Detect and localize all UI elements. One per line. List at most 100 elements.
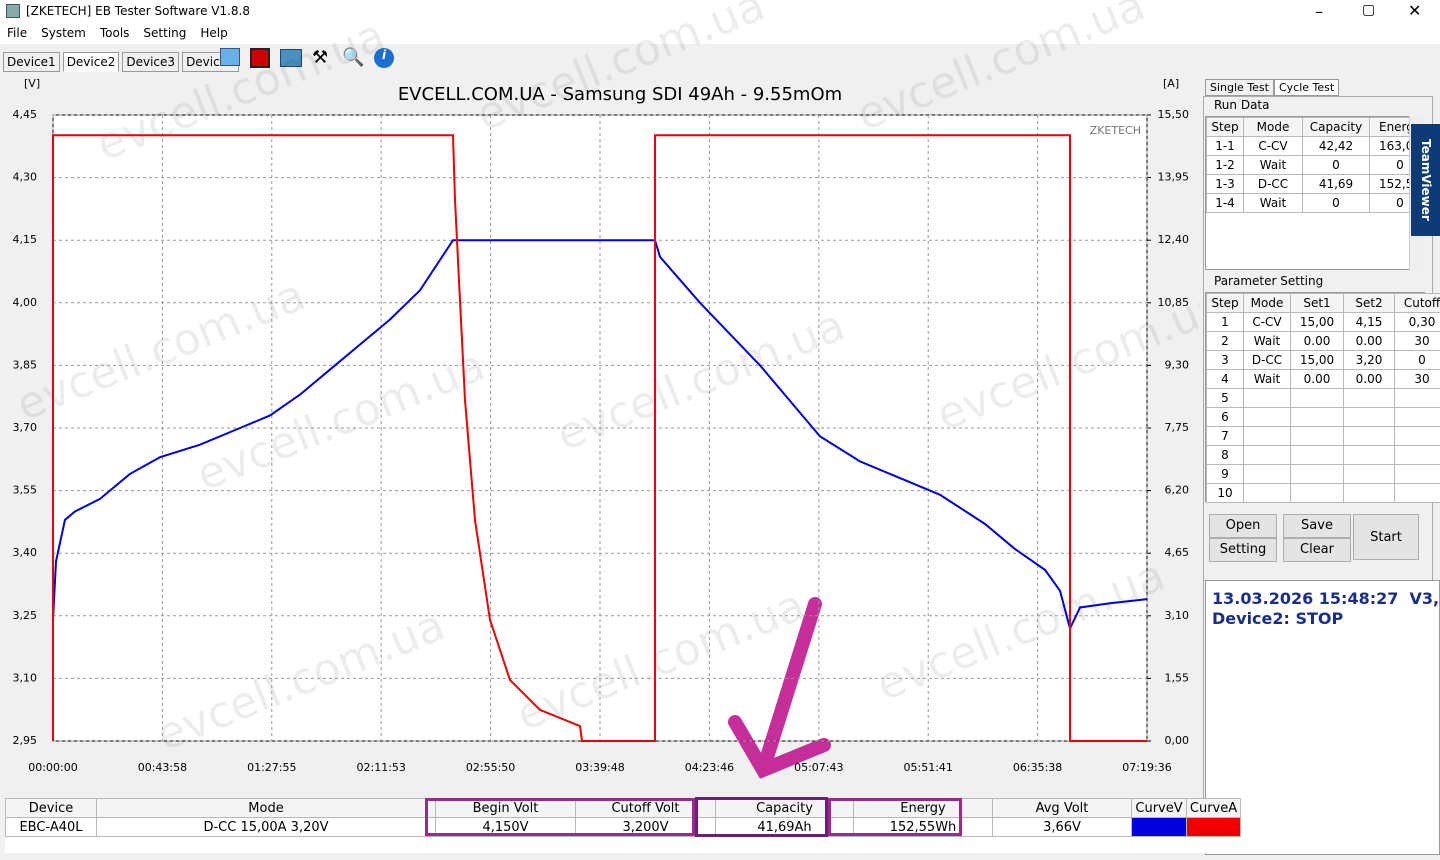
cell — [1343, 445, 1395, 465]
cell: 8 — [1206, 445, 1244, 465]
cell: 3 — [1206, 350, 1244, 370]
x-tick-label: 03:39:48 — [575, 761, 624, 774]
header-cell: Capacity — [715, 798, 854, 818]
series-line — [52, 134, 1147, 742]
cell — [1394, 426, 1440, 446]
search-icon[interactable]: 🔍 — [342, 47, 365, 68]
header-row: Step Mode Set1 Set2 Cutoff — [1206, 293, 1440, 313]
menu-item[interactable]: Setting — [143, 26, 187, 40]
device-tabs: Device1 Device2 Device3 Device4 — [0, 48, 239, 72]
cell — [1343, 388, 1395, 408]
cell: 15,00 — [1290, 350, 1344, 370]
y-tick-label: 4,30 — [13, 171, 38, 184]
chart-title: EVCELL.COM.UA - Samsung SDI 49Ah - 9.55m… — [398, 84, 842, 105]
cell: 42,42 — [1302, 136, 1370, 156]
row: 5 — [1206, 388, 1440, 408]
menu-item[interactable]: System — [41, 26, 86, 40]
run-data-table: Step Mode Capacity Energy 1-1 C-CV 42,42 163,02… — [1205, 116, 1425, 270]
cell: D-CC 15,00A 3,20V — [96, 817, 436, 837]
image-icon[interactable] — [280, 49, 302, 67]
cell — [1343, 483, 1395, 503]
highlight-box — [695, 797, 828, 837]
x-tick-label: 04:23:46 — [685, 761, 734, 774]
y2-axis-label: [A] — [1163, 77, 1179, 90]
y-tick-label: 3,55 — [13, 484, 38, 497]
menu-item[interactable]: Help — [200, 26, 228, 40]
device-tab[interactable]: Device1 — [3, 52, 60, 72]
cell: 3,200V — [575, 817, 716, 837]
button[interactable]: Save — [1283, 514, 1351, 538]
x-tick-label: 02:11:53 — [357, 761, 406, 774]
button[interactable]: Clear — [1283, 538, 1351, 562]
cell — [1290, 407, 1344, 427]
parameter-title: Parameter Setting — [1212, 274, 1326, 288]
header-cell: Avg Volt — [992, 798, 1132, 818]
cell: 1-4 — [1206, 193, 1244, 213]
minimize[interactable]: – — [1315, 2, 1323, 21]
cell: 1-3 — [1206, 174, 1244, 194]
cell — [1243, 464, 1291, 484]
row: 6 — [1206, 407, 1440, 427]
info-icon[interactable]: i — [374, 48, 394, 68]
cell: 1 — [1206, 312, 1244, 332]
cell — [1394, 483, 1440, 503]
maximize[interactable]: ▢ — [1362, 2, 1376, 18]
x-tick-label: 07:19:36 — [1122, 761, 1171, 774]
open-icon[interactable] — [220, 48, 240, 66]
button[interactable]: Start — [1353, 514, 1419, 560]
cell — [1290, 426, 1344, 446]
table: Device Mode Begin Volt Cutoff Volt Capacity E… — [5, 798, 1241, 853]
highlight-box — [425, 798, 695, 836]
header-cell: Mode — [1243, 293, 1291, 313]
row: 8 — [1206, 445, 1440, 465]
teamviewer-tab[interactable]: TeamViewer — [1411, 124, 1440, 236]
cell: 0 — [1394, 350, 1440, 370]
device-tab[interactable]: Device3 — [122, 52, 180, 72]
x-tick-label: 02:55:50 — [466, 761, 515, 774]
cell: EBC-A40L — [5, 817, 97, 837]
panel-tab[interactable]: Single Test — [1205, 79, 1274, 96]
header-cell: Mode — [1243, 117, 1303, 137]
header-cell: CurveA — [1186, 798, 1241, 818]
row: 1-1 C-CV 42,42 163,02 — [1206, 136, 1424, 156]
cell: C-CV — [1243, 136, 1303, 156]
y2-tick-label: 15,50 — [1158, 108, 1190, 121]
cell: Wait — [1243, 369, 1291, 389]
y-tick-label: 4,00 — [13, 296, 38, 309]
cell: 0 — [1302, 155, 1370, 175]
y-tick-label: 2,95 — [13, 734, 38, 747]
y2-tick-label: 1,55 — [1165, 671, 1190, 684]
window-title: [ZKETECH] EB Tester Software V1.8.8 — [26, 4, 251, 18]
button[interactable]: Open — [1209, 514, 1277, 538]
header-row: Device Mode Begin Volt Cutoff Volt Capacity E… — [5, 798, 1241, 818]
y-tick-label: 3,40 — [13, 546, 38, 559]
header-cell: Set2 — [1343, 293, 1395, 313]
cell — [1243, 426, 1291, 446]
row: 1-4 Wait 0 0 — [1206, 193, 1424, 213]
y2-tick-label: 9,30 — [1165, 358, 1190, 371]
cell: 0.00 — [1343, 369, 1395, 389]
close[interactable]: ✕ — [1408, 1, 1422, 20]
menu-item[interactable]: Tools — [99, 26, 130, 40]
series-line — [52, 239, 1148, 632]
menu-item[interactable]: File — [7, 26, 28, 40]
row: 7 — [1206, 426, 1440, 446]
cell: 7 — [1206, 426, 1244, 446]
tools-icon[interactable]: ⚒ — [312, 47, 329, 68]
device-tab[interactable]: Device2 — [62, 52, 120, 72]
x-tick-label: 00:43:58 — [138, 761, 187, 774]
header-cell: Step — [1206, 293, 1244, 313]
panel-tab[interactable]: Cycle Test — [1273, 79, 1340, 96]
row: 1-2 Wait 0 0 — [1206, 155, 1424, 175]
x-tick-label: 05:51:41 — [904, 761, 953, 774]
y2-tick-label: 6,20 — [1165, 484, 1190, 497]
table: Step Mode Set1 Set2 Cutoff 1 C-CV 15,00 4,15 0,30… — [1206, 293, 1440, 503]
cell — [1290, 445, 1344, 465]
save-icon[interactable] — [250, 48, 270, 68]
title-bar: [ZKETECH] EB Tester Software V1.8.8 – ▢ … — [0, 0, 1440, 24]
row — [6, 837, 1241, 854]
buttons: Open Save Setting Clear Start — [1205, 512, 1425, 568]
button[interactable]: Setting — [1209, 538, 1277, 562]
cell: 0 — [1302, 193, 1370, 213]
